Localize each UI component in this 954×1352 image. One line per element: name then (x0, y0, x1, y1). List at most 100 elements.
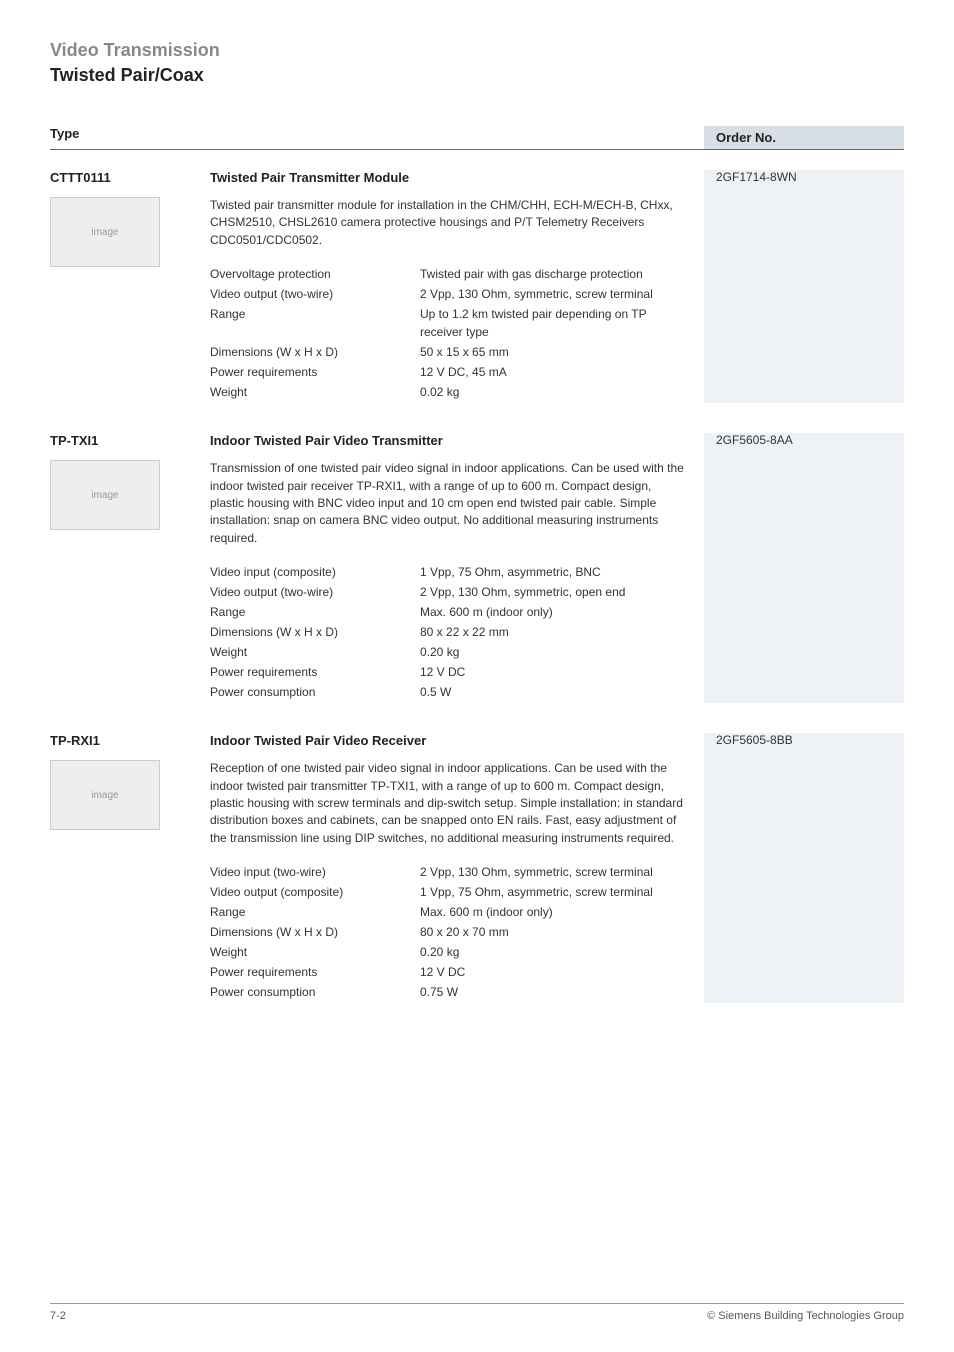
spec-row: Weight0.20 kg (210, 643, 684, 661)
spec-row: Power requirements12 V DC (210, 663, 684, 681)
product-image-placeholder: image (50, 460, 160, 530)
spec-value: 0.02 kg (420, 383, 684, 401)
spec-label: Power requirements (210, 663, 420, 681)
product-order-col: 2GF5605-8BB (704, 733, 904, 1003)
spec-value: 12 V DC (420, 963, 684, 981)
product-main-col: Indoor Twisted Pair Video Transmitter Tra… (210, 433, 704, 703)
spec-value: 0.5 W (420, 683, 684, 701)
product-main-col: Indoor Twisted Pair Video Receiver Recept… (210, 733, 704, 1003)
spec-value: Twisted pair with gas discharge protecti… (420, 265, 684, 283)
spec-row: RangeUp to 1.2 km twisted pair depending… (210, 305, 684, 341)
spec-value: 80 x 22 x 22 mm (420, 623, 684, 641)
product-model: CTTT0111 (50, 170, 210, 185)
product-block: TP-TXI1 image Indoor Twisted Pair Video Tr… (50, 433, 904, 703)
product-title: Indoor Twisted Pair Video Transmitter (210, 433, 684, 448)
spec-row: Dimensions (W x H x D)80 x 22 x 22 mm (210, 623, 684, 641)
product-block: TP-RXI1 image Indoor Twisted Pair Video Re… (50, 733, 904, 1003)
spec-row: Overvoltage protectionTwisted pair with … (210, 265, 684, 283)
spec-row: Power requirements12 V DC, 45 mA (210, 363, 684, 381)
product-description: Twisted pair transmitter module for inst… (210, 197, 684, 249)
spec-row: Video output (two-wire)2 Vpp, 130 Ohm, s… (210, 285, 684, 303)
spec-table: Video input (composite)1 Vpp, 75 Ohm, as… (210, 563, 684, 701)
spec-row: Power consumption0.75 W (210, 983, 684, 1001)
page-number: 7-2 (50, 1310, 66, 1322)
spec-row: Weight0.20 kg (210, 943, 684, 961)
spec-value: 1 Vpp, 75 Ohm, asymmetric, BNC (420, 563, 684, 581)
spec-value: 1 Vpp, 75 Ohm, asymmetric, screw termina… (420, 883, 684, 901)
spec-table: Overvoltage protectionTwisted pair with … (210, 265, 684, 401)
products-container: CTTT0111 image Twisted Pair Transmitter Mo… (50, 170, 904, 1003)
spec-value: 2 Vpp, 130 Ohm, symmetric, open end (420, 583, 684, 601)
spec-value: 0.20 kg (420, 943, 684, 961)
spec-row: Video output (two-wire)2 Vpp, 130 Ohm, s… (210, 583, 684, 601)
product-image-placeholder: image (50, 197, 160, 267)
th-type: Type (50, 126, 79, 141)
spec-label: Power consumption (210, 683, 420, 701)
product-model: TP-RXI1 (50, 733, 210, 748)
product-description: Transmission of one twisted pair video s… (210, 460, 684, 547)
product-model: TP-TXI1 (50, 433, 210, 448)
spec-row: RangeMax. 600 m (indoor only) (210, 603, 684, 621)
page-footer: 7-2 © Siemens Building Technologies Grou… (50, 1303, 904, 1322)
product-order-col: 2GF1714-8WN (704, 170, 904, 403)
spec-value: 2 Vpp, 130 Ohm, symmetric, screw termina… (420, 285, 684, 303)
spec-label: Range (210, 305, 420, 341)
spec-value: Max. 600 m (indoor only) (420, 903, 684, 921)
product-title: Twisted Pair Transmitter Module (210, 170, 684, 185)
spec-row: Dimensions (W x H x D)80 x 20 x 70 mm (210, 923, 684, 941)
spec-row: Weight0.02 kg (210, 383, 684, 401)
spec-value: 12 V DC (420, 663, 684, 681)
spec-value: 0.75 W (420, 983, 684, 1001)
spec-label: Range (210, 903, 420, 921)
spec-label: Dimensions (W x H x D) (210, 343, 420, 361)
spec-value: 12 V DC, 45 mA (420, 363, 684, 381)
spec-value: 50 x 15 x 65 mm (420, 343, 684, 361)
spec-label: Power requirements (210, 963, 420, 981)
th-order: Order No. (716, 130, 776, 145)
spec-row: Video input (two-wire)2 Vpp, 130 Ohm, sy… (210, 863, 684, 881)
spec-row: Video output (composite)1 Vpp, 75 Ohm, a… (210, 883, 684, 901)
spec-value: 80 x 20 x 70 mm (420, 923, 684, 941)
product-description: Reception of one twisted pair video sign… (210, 760, 684, 847)
spec-value: 0.20 kg (420, 643, 684, 661)
product-main-col: Twisted Pair Transmitter Module Twisted p… (210, 170, 704, 403)
spec-label: Video input (composite) (210, 563, 420, 581)
spec-label: Range (210, 603, 420, 621)
spec-row: Dimensions (W x H x D)50 x 15 x 65 mm (210, 343, 684, 361)
product-order-no: 2GF5605-8BB (716, 733, 904, 747)
product-type-col: CTTT0111 image (50, 170, 210, 403)
spec-row: Power consumption0.5 W (210, 683, 684, 701)
product-order-no: 2GF1714-8WN (716, 170, 904, 184)
spec-row: Power requirements12 V DC (210, 963, 684, 981)
spec-row: RangeMax. 600 m (indoor only) (210, 903, 684, 921)
spec-value: Up to 1.2 km twisted pair depending on T… (420, 305, 684, 341)
spec-label: Overvoltage protection (210, 265, 420, 283)
product-order-col: 2GF5605-8AA (704, 433, 904, 703)
spec-label: Weight (210, 383, 420, 401)
product-image-placeholder: image (50, 760, 160, 830)
subcategory-heading: Twisted Pair/Coax (50, 65, 904, 86)
product-type-col: TP-RXI1 image (50, 733, 210, 1003)
spec-label: Video output (two-wire) (210, 583, 420, 601)
page-header: Video Transmission Twisted Pair/Coax (50, 40, 904, 86)
spec-label: Video output (two-wire) (210, 285, 420, 303)
spec-table: Video input (two-wire)2 Vpp, 130 Ohm, sy… (210, 863, 684, 1001)
spec-label: Video input (two-wire) (210, 863, 420, 881)
spec-row: Video input (composite)1 Vpp, 75 Ohm, as… (210, 563, 684, 581)
spec-label: Weight (210, 643, 420, 661)
product-title: Indoor Twisted Pair Video Receiver (210, 733, 684, 748)
spec-label: Dimensions (W x H x D) (210, 623, 420, 641)
product-block: CTTT0111 image Twisted Pair Transmitter Mo… (50, 170, 904, 403)
spec-value: 2 Vpp, 130 Ohm, symmetric, screw termina… (420, 863, 684, 881)
spec-label: Weight (210, 943, 420, 961)
spec-label: Power requirements (210, 363, 420, 381)
product-order-no: 2GF5605-8AA (716, 433, 904, 447)
spec-label: Dimensions (W x H x D) (210, 923, 420, 941)
spec-label: Video output (composite) (210, 883, 420, 901)
footer-copyright: © Siemens Building Technologies Group (707, 1310, 904, 1322)
category-heading: Video Transmission (50, 40, 904, 61)
spec-label: Power consumption (210, 983, 420, 1001)
spec-value: Max. 600 m (indoor only) (420, 603, 684, 621)
table-header-row: Type Order No. (50, 126, 904, 150)
product-type-col: TP-TXI1 image (50, 433, 210, 703)
